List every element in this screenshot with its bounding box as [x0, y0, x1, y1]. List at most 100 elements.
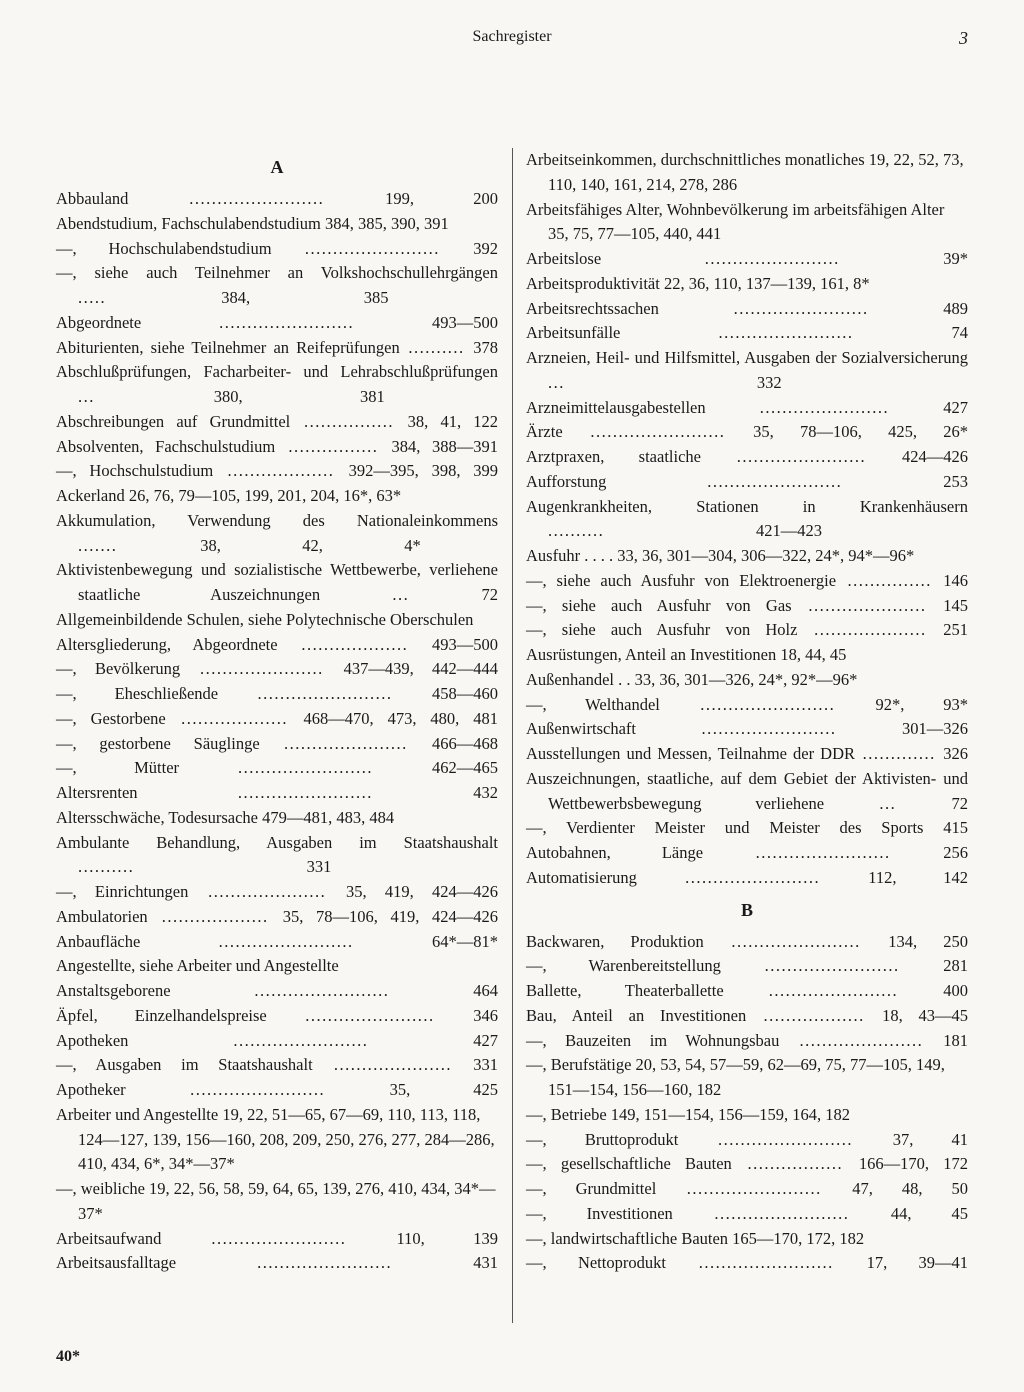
leader-dots: ................ — [290, 412, 407, 431]
leader-dots: ...................... — [180, 659, 343, 678]
entry-term: Ausstellungen und Messen, Teilnahme der … — [526, 744, 855, 763]
index-entry: Augenkrankheiten, Stationen in Krankenhä… — [526, 495, 968, 545]
leader-dots: ................ — [275, 437, 391, 456]
entry-term: Absolventen, Fachschulstudium — [56, 437, 275, 456]
leader-dots: ................... — [148, 907, 283, 926]
entry-pages: 421—423 — [756, 521, 822, 540]
page-number: 3 — [959, 28, 968, 49]
entry-pages: 35, 419, 424—426 — [346, 882, 498, 901]
entry-pages: 432 — [473, 783, 498, 802]
index-entry: Autobahnen, Länge ......................… — [526, 841, 968, 866]
entry-term: Arbeitslose — [526, 249, 601, 268]
entry-term: Ausrüstungen, Anteil an Investitionen 18… — [526, 645, 846, 664]
index-entry: —, Warenbereitstellung .................… — [526, 954, 968, 979]
entry-pages: 462—465 — [432, 758, 498, 777]
entry-term: —, Warenbereitstellung — [526, 956, 721, 975]
entry-pages: 47, 48, 50 — [852, 1179, 968, 1198]
leader-dots: ........................ — [703, 843, 943, 862]
entry-term: Arbeitsproduktivität 22, 36, 110, 137—13… — [526, 274, 870, 293]
entry-term: Arbeitsunfälle — [526, 323, 620, 342]
index-entry: Arbeitsrechtssachen ....................… — [526, 297, 968, 322]
entry-pages: 166—170, 172 — [859, 1154, 968, 1173]
entry-pages: 110, 139 — [396, 1229, 498, 1248]
index-entry: Arbeitsaufwand ........................ … — [56, 1227, 498, 1252]
entry-pages: 326 — [943, 744, 968, 763]
entry-term: —, Grundmittel — [526, 1179, 656, 1198]
index-entry: —, Hochschulstudium ................... … — [56, 459, 498, 484]
leader-dots: ........................ — [620, 323, 951, 342]
entry-term: Ackerland 26, 76, 79—105, 199, 201, 204,… — [56, 486, 401, 505]
index-entry: —, siehe auch Ausfuhr von Holz .........… — [526, 618, 968, 643]
entry-term: Arbeitsrechtssachen — [526, 299, 659, 318]
entry-term: —, siehe auch Ausfuhr von Gas — [526, 596, 792, 615]
index-entry: —, Eheschließende ......................… — [56, 682, 498, 707]
entry-term: —, Gestorbene — [56, 709, 166, 728]
entry-pages: 72 — [482, 585, 499, 604]
entry-pages: 331 — [307, 857, 332, 876]
index-entry: Außenhandel . . 33, 36, 301—326, 24*, 92… — [526, 668, 968, 693]
index-entry: Ausfuhr . . . . 33, 36, 301—304, 306—322… — [526, 544, 968, 569]
entry-term: Ballette, Theaterballette — [526, 981, 724, 1000]
entry-term: —, siehe auch Ausfuhr von Elektroenergie — [526, 571, 836, 590]
index-entry: Arzneimittelausgabestellen .............… — [526, 396, 968, 421]
entry-term: Altersgliederung, Abgeordnete — [56, 635, 278, 654]
entry-term: Arbeitsausfalltage — [56, 1253, 176, 1272]
entry-term: —, Bruttoprodukt — [526, 1130, 678, 1149]
entry-pages: 400 — [943, 981, 968, 1000]
leader-dots: ................. — [732, 1154, 859, 1173]
index-entry: —, Bevölkerung ...................... 43… — [56, 657, 498, 682]
index-entry: Aufforstung ........................ 253 — [526, 470, 968, 495]
index-entry: —, Verdienter Meister und Meister des Sp… — [526, 816, 968, 841]
index-entry: Aktivistenbewegung und sozialistische We… — [56, 558, 498, 608]
entry-pages: 378 — [473, 338, 498, 357]
entry-pages: 493—500 — [432, 313, 498, 332]
entry-term: —, siehe auch Ausfuhr von Holz — [526, 620, 797, 639]
entry-pages: 39* — [943, 249, 968, 268]
entry-term: Apotheker — [56, 1080, 126, 1099]
leader-dots: ........................ — [141, 313, 432, 332]
leader-dots: .......... — [548, 521, 756, 540]
entry-term: —, Einrichtungen — [56, 882, 188, 901]
leader-dots: ........................ — [666, 1253, 867, 1272]
leader-dots: ....................... — [706, 398, 944, 417]
leader-dots: ..................... — [188, 882, 346, 901]
entry-pages: 251 — [943, 620, 968, 639]
entry-pages: 281 — [943, 956, 968, 975]
entry-pages: 427 — [943, 398, 968, 417]
entry-pages: 199, 200 — [385, 189, 498, 208]
index-entry: Apotheken ........................ 427 — [56, 1029, 498, 1054]
entry-term: —, Hochschulabendstudium — [56, 239, 272, 258]
index-entry: Auszeichnungen, staatliche, auf dem Gebi… — [526, 767, 968, 817]
entry-term: Arbeitseinkommen, durchschnittliches mon… — [526, 150, 964, 194]
leader-dots: .......... — [78, 857, 307, 876]
entry-term: Abbauland — [56, 189, 128, 208]
entry-pages: 415 — [943, 818, 968, 837]
entry-term: Akkumulation, Verwendung des Nationalein… — [56, 511, 498, 530]
entry-term: Autobahnen, Länge — [526, 843, 703, 862]
entry-pages: 346 — [473, 1006, 498, 1025]
entry-term: Außenhandel . . 33, 36, 301—326, 24*, 92… — [526, 670, 857, 689]
index-entry: —, Berufstätige 20, 53, 54, 57—59, 62—69… — [526, 1053, 968, 1103]
entry-pages: 181 — [943, 1031, 968, 1050]
entry-pages: 427 — [473, 1031, 498, 1050]
entry-pages: 112, 142 — [868, 868, 968, 887]
index-entry: Äpfel, Einzelhandelspreise .............… — [56, 1004, 498, 1029]
entry-pages: 380, 381 — [214, 387, 385, 406]
leader-dots: .................... — [797, 620, 943, 639]
leader-dots: ................... — [278, 635, 432, 654]
entry-pages: 468—470, 473, 480, 481 — [304, 709, 499, 728]
index-entry: Ambulatorien ................... 35, 78—… — [56, 905, 498, 930]
entry-pages: 134, 250 — [888, 932, 968, 951]
section-letter: A — [56, 154, 498, 181]
leader-dots: ....................... — [267, 1006, 474, 1025]
index-entry: —, Bruttoprodukt .......................… — [526, 1128, 968, 1153]
entry-term: Apotheken — [56, 1031, 128, 1050]
entry-term: —, Eheschließende — [56, 684, 218, 703]
entry-term: Arzneimittelausgabestellen — [526, 398, 706, 417]
entry-term: Arbeitsaufwand — [56, 1229, 161, 1248]
entry-pages: 64*—81* — [432, 932, 498, 951]
index-entry: —, siehe auch Teilnehmer an Volkshochsch… — [56, 261, 498, 311]
leader-dots: ........................ — [563, 422, 754, 441]
entry-term: Arzneien, Heil- und Hilfsmittel, Ausgabe… — [526, 348, 968, 367]
leader-dots: ........................ — [601, 249, 943, 268]
